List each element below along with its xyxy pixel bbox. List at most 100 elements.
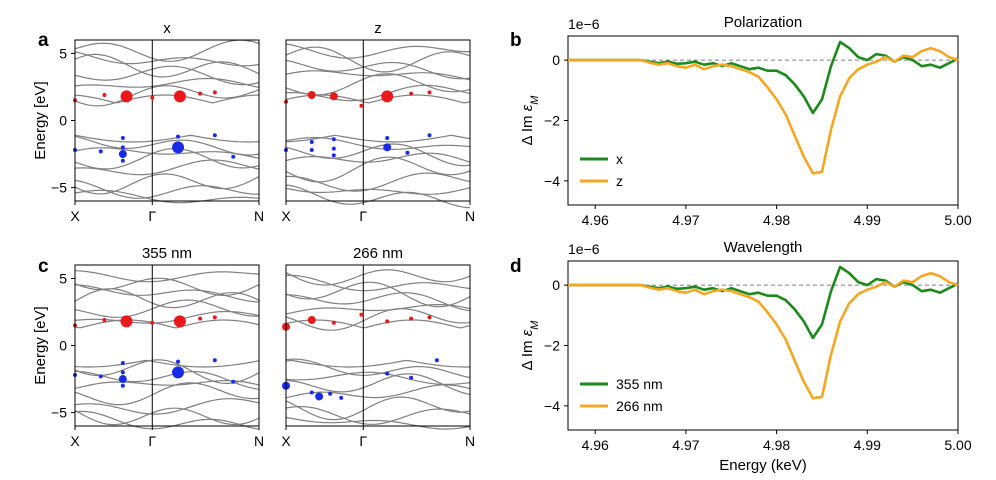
- blue-point: [231, 154, 236, 159]
- y-multiplier: 1e−6: [568, 16, 600, 32]
- red-point: [173, 315, 186, 328]
- k-point-label: X: [281, 208, 291, 224]
- blue-point: [231, 379, 236, 384]
- red-point: [307, 91, 316, 100]
- y-tick-label: −2: [544, 338, 560, 354]
- k-point-label: Γ: [359, 433, 367, 449]
- band-line: [74, 77, 260, 88]
- series-line-0: [568, 265, 959, 340]
- y-tick-label: 0: [59, 338, 67, 354]
- legend-label-0: x: [616, 151, 623, 167]
- band-line: [74, 288, 260, 309]
- y-tick-label: −4: [544, 173, 560, 189]
- subplot-title: 266 nm: [353, 245, 403, 262]
- red-point: [359, 312, 364, 317]
- subplot-title: 355 nm: [142, 245, 192, 262]
- y-tick-label: −4: [544, 398, 560, 414]
- blue-point: [120, 383, 125, 388]
- band-line: [74, 284, 260, 303]
- band-line: [285, 319, 471, 329]
- blue-point: [172, 366, 185, 379]
- k-point-label: Γ: [148, 433, 156, 449]
- band-subplot-1: [284, 39, 471, 209]
- red-point: [120, 90, 133, 103]
- red-point: [381, 90, 394, 103]
- blue-point: [315, 392, 324, 401]
- blue-point: [409, 375, 414, 380]
- band-line: [285, 406, 471, 425]
- band-line: [285, 359, 471, 368]
- blue-point: [331, 137, 336, 142]
- band-line: [285, 373, 471, 395]
- band-line: [74, 319, 260, 329]
- blue-point: [98, 374, 103, 379]
- band-line: [74, 51, 260, 67]
- band-line: [74, 382, 260, 406]
- k-point-label: Γ: [359, 208, 367, 224]
- band-line: [285, 134, 471, 143]
- y-multiplier: 1e−6: [568, 241, 600, 257]
- x-tick-label: 5.00: [944, 437, 971, 453]
- band-line: [285, 70, 471, 81]
- red-point: [427, 90, 432, 95]
- x-tick-label: 4.96: [582, 212, 609, 228]
- blue-point: [120, 145, 125, 150]
- axes-frame: [74, 264, 260, 427]
- y-axis-label: Δ Im εM: [519, 320, 541, 371]
- band-line: [285, 156, 471, 183]
- k-point-label: X: [70, 208, 80, 224]
- band-line: [75, 370, 260, 390]
- blue-point: [331, 146, 336, 151]
- series-line-0: [568, 40, 959, 115]
- y-tick-label: 0: [59, 113, 67, 129]
- y-tick-label: 5: [59, 270, 67, 286]
- band-line: [74, 398, 260, 415]
- red-point: [212, 315, 217, 320]
- band-line: [74, 359, 260, 368]
- blue-point: [434, 358, 439, 363]
- band-line: [285, 396, 471, 421]
- k-point-label: Γ: [148, 208, 156, 224]
- legend-label-1: 266 nm: [616, 398, 663, 414]
- y-tick-label: −5: [51, 405, 67, 421]
- band-subplot-0: [73, 264, 260, 430]
- axes-frame: [74, 39, 260, 202]
- red-point: [102, 93, 107, 98]
- blue-point: [120, 158, 125, 163]
- series-line-1: [568, 271, 959, 400]
- band-line: [285, 308, 471, 331]
- band-line: [285, 371, 471, 385]
- blue-point: [383, 143, 392, 152]
- band-line: [286, 292, 471, 312]
- axes-frame: [285, 39, 471, 202]
- red-point: [307, 316, 316, 325]
- band-line: [74, 299, 260, 318]
- k-point-label: N: [465, 433, 475, 449]
- blue-point: [309, 148, 314, 153]
- blue-point: [427, 133, 432, 138]
- blue-point: [331, 153, 336, 158]
- blue-point: [385, 371, 390, 376]
- blue-point: [118, 375, 127, 384]
- y-tick-label: 0: [552, 52, 560, 68]
- band-line: [74, 134, 260, 143]
- band-line: [74, 277, 260, 296]
- band-line: [74, 159, 260, 176]
- band-subplot-0: [73, 39, 260, 205]
- y-tick-label: −5: [51, 180, 67, 196]
- blue-point: [98, 149, 103, 154]
- band-line: [74, 53, 260, 78]
- band-line: [285, 184, 471, 209]
- x-axis-label: Energy (keV): [719, 457, 807, 474]
- band-line: [74, 85, 260, 107]
- subplot-title: z: [374, 20, 382, 37]
- band-line: [74, 39, 260, 62]
- blue-point: [120, 370, 125, 375]
- x-tick-label: 4.97: [672, 212, 699, 228]
- red-point: [102, 318, 107, 323]
- band-line: [285, 137, 471, 150]
- blue-point: [118, 150, 127, 159]
- red-point: [409, 91, 414, 96]
- band-line: [285, 73, 471, 96]
- band-line: [74, 410, 260, 430]
